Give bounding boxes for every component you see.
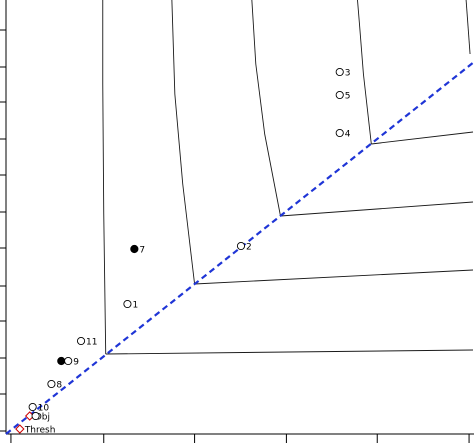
isoline-2: [194, 269, 474, 285]
point-label: 2: [246, 243, 252, 253]
isoline-3: [171, 0, 196, 285]
point-marker-filled: [130, 244, 139, 254]
isoline-8: [465, 0, 471, 55]
point-marker-open: [236, 241, 246, 251]
point-label: 5: [345, 92, 351, 102]
point-label: 10: [38, 404, 50, 414]
point-marker-filled: [57, 356, 66, 366]
point-label: 1: [132, 301, 138, 311]
point-marker-open: [335, 128, 344, 138]
point-label: 8: [56, 381, 62, 391]
point-label: 4: [345, 130, 351, 140]
point-marker-open: [335, 67, 344, 77]
point-label: 3: [345, 69, 351, 79]
isolines: [102, 0, 474, 355]
point-label: Obj: [35, 413, 50, 423]
point-marker-open: [64, 356, 73, 366]
isoline-5: [251, 0, 281, 217]
point-marker-open: [47, 379, 56, 389]
point-marker-open: [335, 90, 344, 100]
isoline-4: [280, 201, 474, 217]
isoline-7: [357, 0, 372, 145]
isoline-0: [105, 349, 474, 355]
point-label: Thresh: [24, 426, 56, 436]
isoline-1: [102, 0, 107, 355]
point-label: 11: [86, 338, 97, 348]
point-marker-diamond: [15, 424, 25, 434]
point-label: 7: [139, 246, 145, 256]
point-label: 9: [73, 358, 79, 368]
point-marker-open: [31, 411, 40, 421]
point-marker-open: [123, 299, 132, 309]
point-marker-open: [76, 336, 86, 346]
point-marker-open: [28, 402, 37, 412]
isoline-6: [371, 131, 474, 145]
